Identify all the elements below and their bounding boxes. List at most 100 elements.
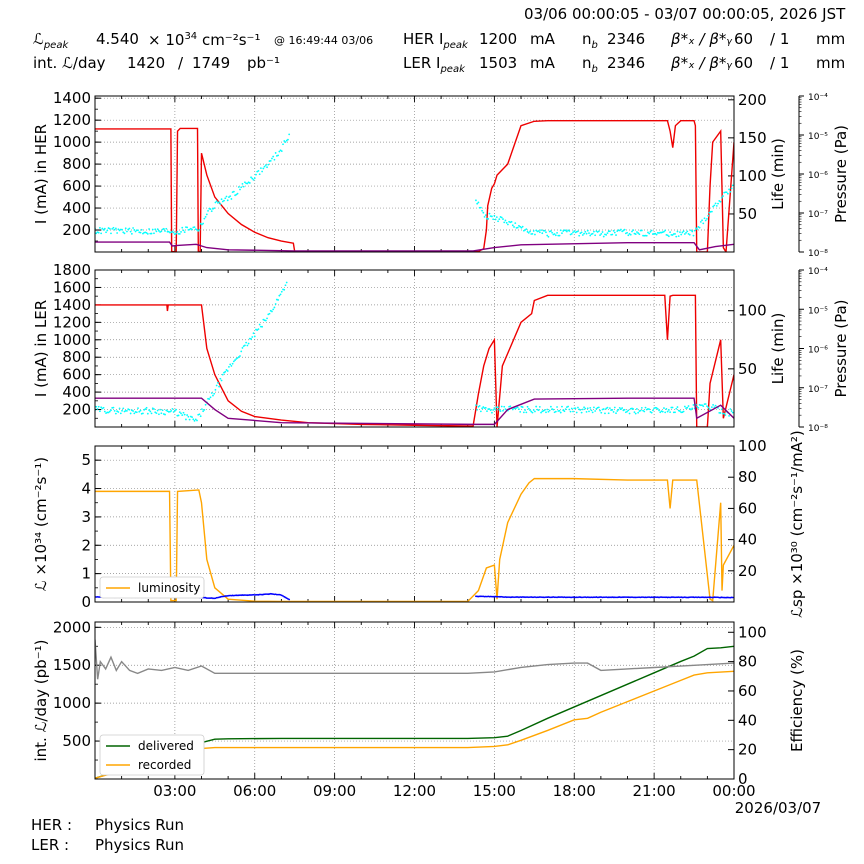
life-point	[628, 412, 631, 415]
life-point	[229, 363, 232, 366]
life-point	[569, 410, 572, 413]
life-point	[513, 226, 515, 228]
life-point	[274, 303, 277, 305]
life-point	[172, 411, 175, 413]
life-point	[506, 223, 509, 226]
life-point	[142, 412, 144, 415]
ler-beta-label: β*ₓ / β*ᵧ	[671, 54, 732, 72]
life-point	[183, 413, 186, 416]
life-point	[481, 407, 483, 410]
life-point	[567, 405, 570, 408]
life-point	[110, 409, 112, 412]
life-point	[96, 408, 99, 410]
life-point	[530, 410, 533, 413]
life-point	[626, 231, 628, 234]
ytick-label-right: 0	[738, 770, 748, 788]
series-current-line	[95, 294, 734, 427]
life-point	[178, 411, 181, 414]
life-point	[150, 412, 153, 415]
life-point	[262, 167, 265, 170]
life-point	[656, 408, 659, 410]
life-point	[548, 409, 551, 412]
life-point	[524, 409, 526, 411]
ytick-label-left: 400	[62, 199, 91, 217]
life-point	[268, 312, 271, 315]
specific-lumi-point	[498, 595, 501, 598]
life-point	[514, 222, 517, 225]
life-point	[144, 408, 147, 410]
life-point	[620, 228, 622, 231]
life-point	[188, 418, 191, 421]
life-point	[665, 408, 668, 410]
life-point	[702, 405, 705, 408]
legend-label-recorded: recorded	[138, 758, 191, 772]
life-point	[679, 231, 681, 233]
ylabel-right: Life (min)	[769, 138, 787, 210]
life-point	[554, 410, 557, 413]
life-point	[204, 215, 207, 218]
life-point	[264, 164, 267, 167]
life-point	[575, 411, 578, 414]
life-point	[95, 232, 98, 235]
intl-row: int. ℒ/day 1420 / 1749 pb⁻¹	[33, 54, 393, 78]
life-point	[698, 226, 701, 229]
life-point	[283, 288, 286, 291]
ytick-label-right: 100	[738, 302, 767, 320]
life-point	[540, 411, 542, 414]
life-point	[482, 406, 485, 408]
life-point	[261, 170, 264, 173]
life-point	[287, 138, 289, 141]
life-point	[219, 377, 222, 380]
life-point	[666, 234, 669, 237]
life-point	[568, 230, 571, 232]
life-point	[102, 228, 105, 231]
specific-lumi-point	[675, 596, 678, 599]
pressure-tick-label: 10⁻⁵	[808, 306, 828, 316]
life-point	[210, 210, 213, 213]
life-point	[181, 414, 184, 416]
life-point	[579, 408, 582, 411]
ytick-label-right: 150	[738, 129, 767, 147]
specific-lumi-point	[661, 596, 664, 599]
intl-recorded: 1420	[127, 54, 166, 72]
life-point	[730, 187, 733, 190]
life-point	[529, 409, 531, 411]
life-point	[492, 409, 495, 411]
her-beta-label: β*ₓ / β*ᵧ	[671, 30, 732, 48]
specific-lumi-point	[580, 596, 583, 599]
life-point	[251, 177, 254, 180]
life-point	[585, 410, 588, 413]
life-point	[573, 230, 576, 232]
her-beta-unit: mm	[816, 30, 846, 48]
life-point	[191, 228, 193, 231]
life-point	[487, 218, 490, 220]
life-point	[236, 357, 239, 359]
life-point	[486, 410, 488, 413]
life-point	[188, 228, 191, 231]
life-point	[611, 233, 614, 236]
life-point	[112, 226, 115, 229]
ytick-label-left: 500	[62, 732, 91, 750]
life-point	[194, 418, 197, 421]
life-point	[171, 230, 174, 233]
life-point	[674, 233, 676, 235]
her-nb-value: 2346	[607, 30, 646, 48]
life-point	[608, 407, 611, 410]
life-point	[140, 228, 143, 231]
lpeak-row: ℒpeak 4.540 × 1034 cm⁻²s⁻¹ @ 16:49:44 03…	[33, 30, 453, 54]
life-point	[578, 234, 581, 237]
life-point	[561, 405, 563, 408]
life-point	[644, 406, 647, 409]
life-point	[175, 408, 178, 411]
life-point	[671, 406, 674, 409]
ytick-label-right: 80	[738, 653, 757, 671]
life-point	[622, 229, 625, 232]
life-point	[554, 234, 557, 237]
life-point	[650, 411, 653, 414]
life-point	[591, 411, 594, 414]
life-point	[257, 328, 260, 330]
life-point	[729, 190, 732, 193]
life-point	[133, 229, 136, 231]
life-point	[595, 407, 598, 410]
life-point	[229, 195, 232, 198]
